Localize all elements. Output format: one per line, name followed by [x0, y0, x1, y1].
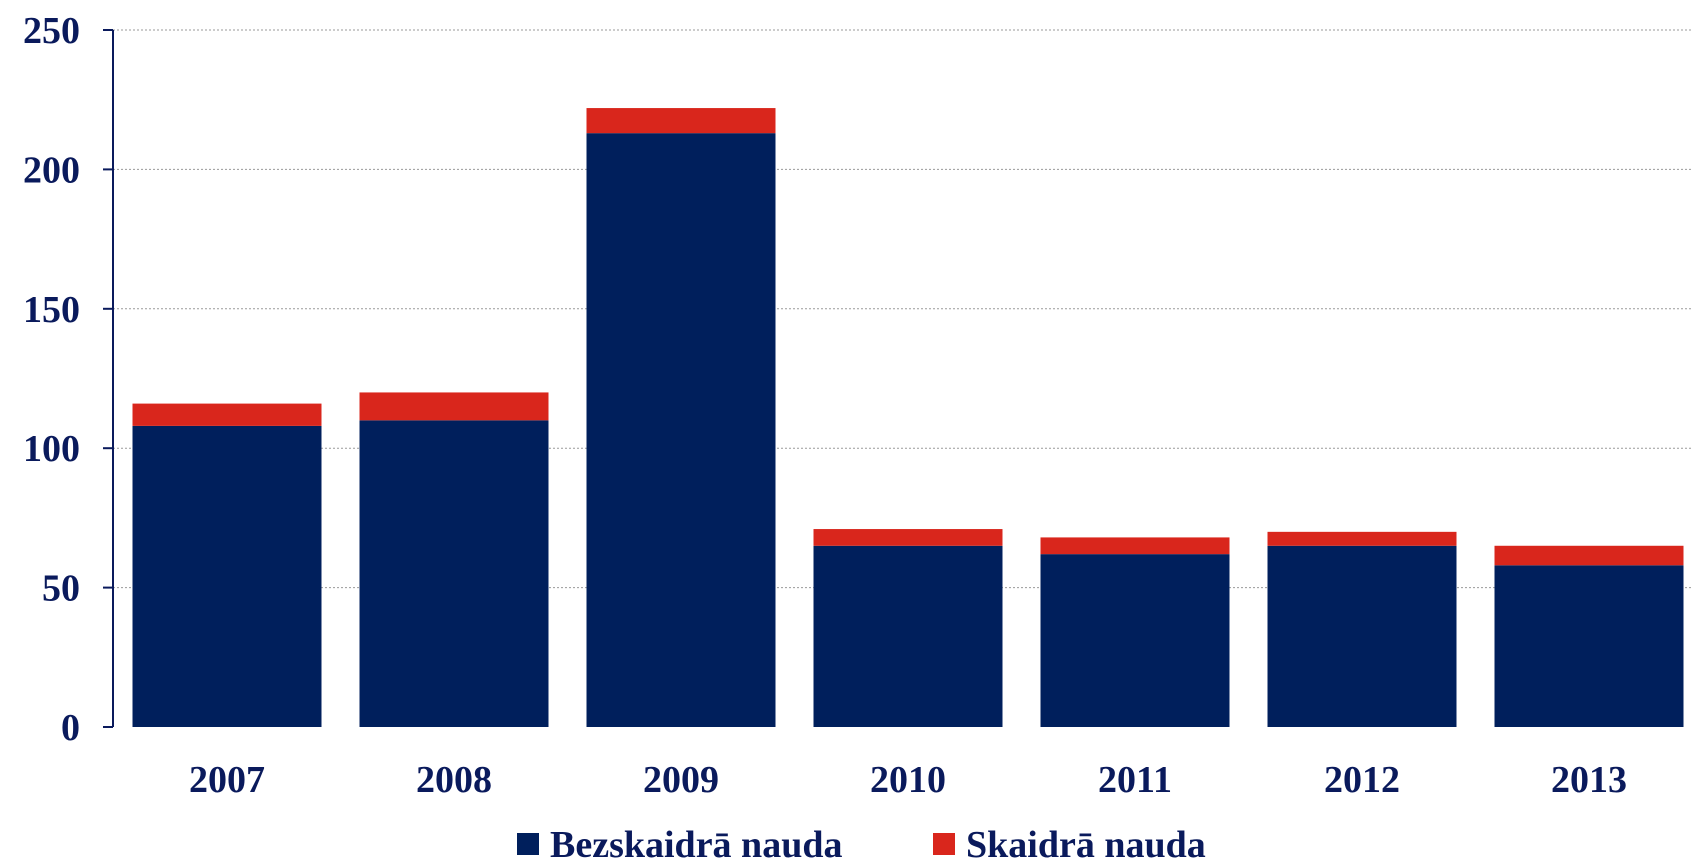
legend-label-1: Skaidrā nauda [966, 824, 1206, 862]
bar-2013-series-0 [1494, 565, 1684, 727]
bar-2009-series-0 [586, 133, 776, 727]
bars [132, 108, 1684, 727]
legend-swatch-0 [517, 833, 539, 855]
bar-2010-series-1 [813, 529, 1003, 546]
y-tick-label: 100 [23, 428, 80, 470]
legend: Bezskaidrā nauda Skaidrā nauda [517, 824, 1206, 862]
legend-swatch-1 [933, 833, 955, 855]
bar-2007-series-1 [132, 403, 322, 426]
y-tick-label: 150 [23, 289, 80, 331]
y-tick-labels: 0 50 100 150 200 250 [23, 10, 113, 749]
legend-label-0: Bezskaidrā nauda [550, 824, 842, 862]
x-tick-labels: 2007 2008 2009 2010 2011 2012 2013 [189, 759, 1627, 801]
x-tick-label: 2013 [1551, 759, 1627, 801]
x-tick-label: 2012 [1324, 759, 1400, 801]
y-tick-label: 250 [23, 10, 80, 52]
bar-2009-series-1 [586, 108, 776, 134]
y-tick-label: 50 [42, 568, 80, 610]
gridlines [113, 29, 1692, 589]
x-tick-label: 2011 [1098, 759, 1172, 801]
x-tick-label: 2009 [643, 759, 719, 801]
bar-2012-series-1 [1267, 531, 1457, 546]
bar-2011-series-0 [1040, 554, 1230, 727]
bar-2011-series-1 [1040, 537, 1230, 555]
x-tick-label: 2010 [870, 759, 946, 801]
x-tick-label: 2008 [416, 759, 492, 801]
bar-2012-series-0 [1267, 545, 1457, 727]
y-tick-label: 0 [61, 707, 80, 749]
bar-2013-series-1 [1494, 545, 1684, 566]
bar-2007-series-0 [132, 425, 322, 727]
x-tick-label: 2007 [189, 759, 265, 801]
bar-2008-series-1 [359, 392, 549, 421]
y-tick-label: 200 [23, 149, 80, 191]
bar-2008-series-0 [359, 420, 549, 727]
bar-2010-series-0 [813, 545, 1003, 727]
